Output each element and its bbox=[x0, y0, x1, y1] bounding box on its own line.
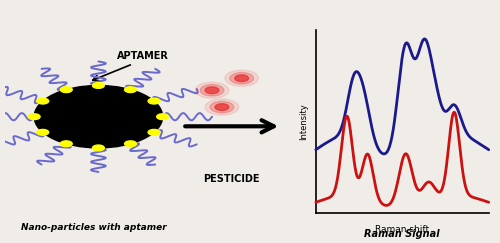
Circle shape bbox=[225, 70, 258, 87]
Circle shape bbox=[215, 104, 229, 111]
Circle shape bbox=[28, 114, 40, 120]
Circle shape bbox=[210, 101, 234, 113]
Circle shape bbox=[92, 145, 104, 151]
Text: PESTICIDE: PESTICIDE bbox=[204, 174, 260, 184]
Text: Raman Signal: Raman Signal bbox=[364, 229, 440, 239]
Circle shape bbox=[205, 87, 219, 94]
Circle shape bbox=[37, 98, 48, 104]
Circle shape bbox=[148, 98, 160, 104]
Circle shape bbox=[124, 141, 136, 147]
Circle shape bbox=[37, 130, 48, 135]
Circle shape bbox=[34, 86, 162, 148]
Circle shape bbox=[148, 130, 160, 135]
Circle shape bbox=[230, 72, 254, 84]
Circle shape bbox=[205, 99, 238, 115]
Circle shape bbox=[60, 87, 72, 93]
Circle shape bbox=[156, 114, 168, 120]
Circle shape bbox=[235, 75, 248, 82]
Circle shape bbox=[60, 141, 72, 147]
Circle shape bbox=[200, 85, 224, 96]
Text: Raman shift: Raman shift bbox=[375, 225, 430, 234]
Circle shape bbox=[195, 82, 229, 98]
Circle shape bbox=[124, 87, 136, 93]
Text: Intensity: Intensity bbox=[299, 103, 308, 140]
Circle shape bbox=[92, 83, 104, 88]
Text: APTAMER: APTAMER bbox=[117, 52, 169, 61]
Text: Nano-particles with aptamer: Nano-particles with aptamer bbox=[20, 223, 167, 232]
